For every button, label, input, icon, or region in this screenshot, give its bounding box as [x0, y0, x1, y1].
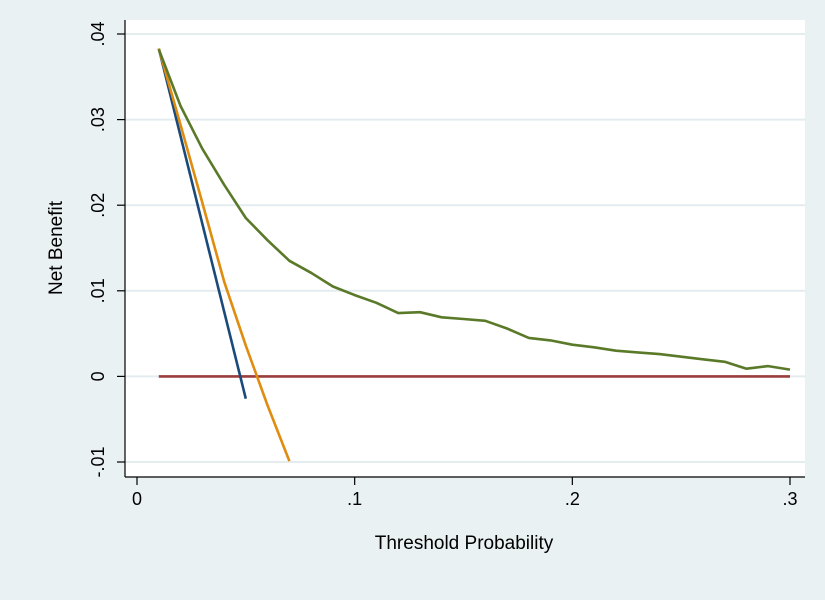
y-tick-label-1: 0	[88, 371, 108, 381]
ticks: -.01 0 .01 .02 .03 .04 0 .1 .2 .3	[88, 21, 798, 509]
x-tick-label-3: .3	[782, 489, 797, 509]
x-tick-label-2: .2	[565, 489, 580, 509]
y-tick-label-3: .02	[88, 193, 108, 218]
y-tick-label-2: .01	[88, 278, 108, 303]
y-tick-label-4: .03	[88, 107, 108, 132]
y-tick-label-0: -.01	[88, 446, 108, 477]
series-line-2	[157, 48, 291, 462]
plot-area	[125, 20, 805, 477]
x-tick-label-1: .1	[347, 489, 362, 509]
series-lines	[157, 48, 791, 462]
axes	[124, 20, 805, 478]
series-line-1	[157, 48, 248, 400]
y-axis-title: Net Benefit	[46, 200, 67, 295]
x-axis-title: Threshold Probability	[375, 533, 554, 554]
series-line-3	[157, 48, 791, 371]
y-tick-label-5: .04	[88, 21, 108, 46]
x-tick-label-0: 0	[132, 489, 142, 509]
